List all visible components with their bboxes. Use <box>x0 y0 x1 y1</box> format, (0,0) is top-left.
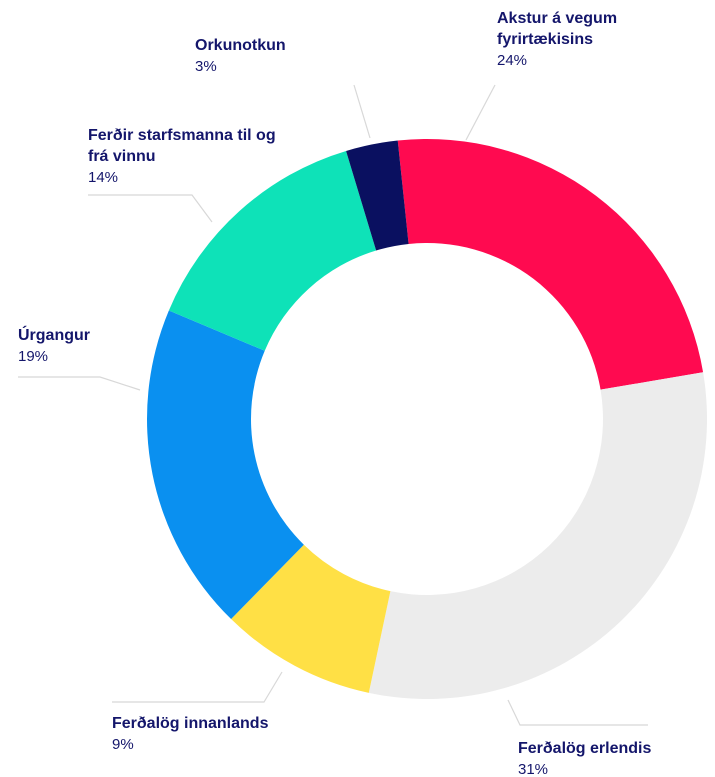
slice-label: Orkunotkun 3% <box>195 35 345 77</box>
slice-name: Orkunotkun <box>195 37 286 54</box>
leader-line <box>507 699 648 726</box>
leader-line <box>88 194 213 223</box>
slice-value: 14% <box>88 169 119 186</box>
donut-segment <box>346 140 409 251</box>
donut-segment <box>168 150 377 351</box>
slice-label: Ferðalög innanlands 9% <box>112 713 332 755</box>
slice-value: 3% <box>195 58 217 75</box>
slice-label: Úrgangur 19% <box>18 325 168 367</box>
slice-label: Ferðir starfsmanna til og frá vinnu 14% <box>88 125 288 188</box>
donut-segment <box>368 372 707 700</box>
leader-line <box>353 84 371 139</box>
leader-line <box>112 671 283 703</box>
slice-name: Ferðir starfsmanna til og frá vinnu <box>88 127 276 165</box>
slice-value: 19% <box>18 348 49 365</box>
donut-segment <box>397 139 704 390</box>
slice-value: 9% <box>112 736 134 753</box>
slice-name: Ferðalög erlendis <box>518 740 652 757</box>
slice-value: 24% <box>497 52 528 69</box>
slice-name: Akstur á vegum fyrirtækisins <box>497 10 618 48</box>
donut-segment <box>231 544 391 693</box>
slice-label: Akstur á vegum fyrirtækisins 24% <box>497 8 647 71</box>
slice-name: Ferðalög innanlands <box>112 715 269 732</box>
donut-segment <box>147 310 304 620</box>
leader-line <box>465 84 496 141</box>
slice-name: Úrgangur <box>18 327 90 344</box>
slice-value: 31% <box>518 761 549 777</box>
slice-label: Ferðalög erlendis 31% <box>518 738 708 777</box>
leader-line <box>18 376 141 391</box>
